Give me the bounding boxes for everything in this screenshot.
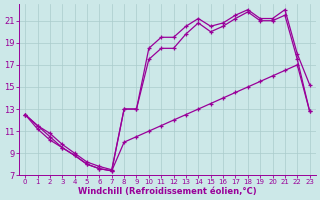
X-axis label: Windchill (Refroidissement éolien,°C): Windchill (Refroidissement éolien,°C) [78, 187, 257, 196]
